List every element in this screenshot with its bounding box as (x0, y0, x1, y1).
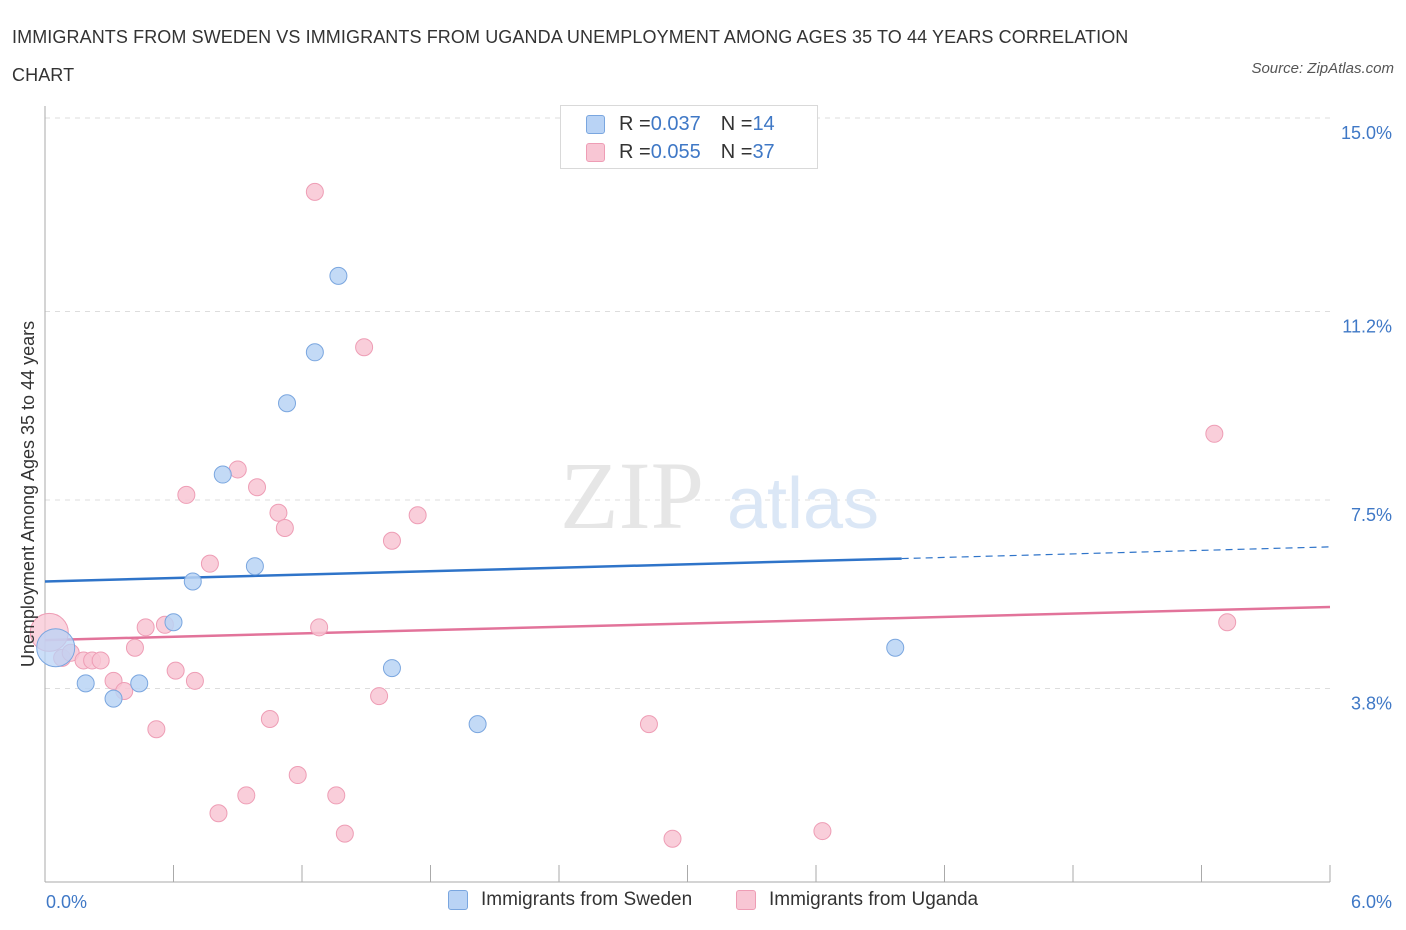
uganda-point (136, 618, 155, 637)
trend-layer (44, 546, 1331, 642)
watermark-atlas: atlas (727, 464, 879, 544)
uganda-point (355, 338, 374, 357)
sweden-point (305, 343, 324, 362)
sweden-r-label: R = (619, 112, 651, 135)
uganda-swatch (586, 142, 605, 162)
source-label: Source: ZipAtlas.com (1251, 60, 1394, 77)
uganda-point (248, 478, 267, 497)
sweden-swatch (586, 114, 605, 134)
series-legend: Immigrants from Sweden Immigrants from U… (0, 889, 1406, 915)
stats-legend-row-sweden: R = 0.037 N = 14 (586, 110, 775, 138)
sweden-n-value: 14 (752, 112, 775, 135)
uganda-point (237, 786, 256, 805)
sweden-point (164, 613, 183, 632)
uganda-n-value: 37 (752, 140, 775, 163)
sweden-point (104, 689, 123, 708)
uganda-point (147, 720, 166, 739)
stats-legend: R = 0.037 N = 14 R = 0.055 N = 37 (560, 105, 818, 169)
uganda-point (408, 506, 427, 525)
sweden-point (278, 394, 297, 413)
sweden-point (886, 638, 905, 657)
uganda-point (327, 786, 346, 805)
uganda-point (260, 710, 279, 729)
uganda-point (166, 661, 185, 680)
uganda-point (228, 460, 247, 479)
stats-legend-row-uganda: R = 0.055 N = 37 (586, 138, 775, 166)
legend-swatch-sweden (448, 890, 468, 910)
uganda-point (288, 766, 307, 785)
grid-layer (45, 117, 1330, 689)
uganda-point (639, 715, 658, 734)
uganda-point (1205, 424, 1224, 443)
legend-item-sweden[interactable]: Immigrants from Sweden (448, 889, 692, 911)
uganda-point (663, 829, 682, 848)
legend-label-uganda: Immigrants from Uganda (769, 889, 979, 910)
sweden-point (36, 628, 76, 668)
y-tick-label: 7.5% (1351, 505, 1392, 525)
sweden-point (130, 674, 149, 693)
x-tick-label-start: 0.0% (46, 892, 87, 912)
y-tick-label: 3.8% (1351, 693, 1392, 713)
sweden-point (329, 266, 348, 285)
y-tick-label: 15.0% (1341, 123, 1392, 143)
sweden-point (76, 674, 95, 693)
y-tick-label: 11.2% (1342, 317, 1392, 337)
sweden-point (382, 659, 401, 678)
uganda-point (209, 804, 228, 823)
uganda-point (382, 531, 401, 550)
sweden-r-value: 0.037 (650, 112, 701, 135)
sweden-n-label: N = (720, 112, 753, 135)
uganda-point (275, 519, 294, 538)
uganda-point (310, 618, 329, 637)
sweden-point (213, 465, 232, 484)
uganda-point (305, 182, 324, 201)
sweden-point (245, 557, 264, 576)
points-layer (29, 182, 1237, 848)
uganda-point (1218, 613, 1237, 632)
x-tick-label-end: 6.0% (1351, 892, 1392, 912)
uganda-point (370, 687, 389, 706)
sweden-point (183, 572, 202, 591)
legend-swatch-uganda (736, 890, 756, 910)
uganda-point (813, 822, 832, 841)
uganda-point (185, 671, 204, 690)
watermark: ZIP atlas (560, 442, 879, 549)
legend-item-uganda[interactable]: Immigrants from Uganda (736, 889, 978, 911)
y-axis-title: Unemployment Among Ages 35 to 44 years (18, 321, 38, 667)
sweden-trend-line (44, 557, 902, 583)
label-layer: 3.8% 7.5% 11.2% 15.0% 0.0% 6.0% (46, 123, 1392, 912)
watermark-zip: ZIP (560, 442, 704, 549)
uganda-point (177, 485, 196, 504)
uganda-point (200, 554, 219, 573)
legend-label-sweden: Immigrants from Sweden (481, 889, 693, 910)
uganda-r-label: R = (619, 140, 651, 163)
uganda-r-value: 0.055 (650, 140, 701, 163)
uganda-trend-line (44, 605, 1331, 642)
uganda-point (125, 638, 144, 657)
uganda-point (335, 824, 354, 843)
axis-layer (44, 106, 1331, 883)
sweden-point (468, 715, 487, 734)
chart-title: IMMIGRANTS FROM SWEDEN VS IMMIGRANTS FRO… (12, 27, 1129, 85)
uganda-point (269, 503, 288, 522)
uganda-n-label: N = (720, 140, 753, 163)
uganda-point (91, 651, 110, 670)
sweden-trend-extension (901, 546, 1331, 560)
